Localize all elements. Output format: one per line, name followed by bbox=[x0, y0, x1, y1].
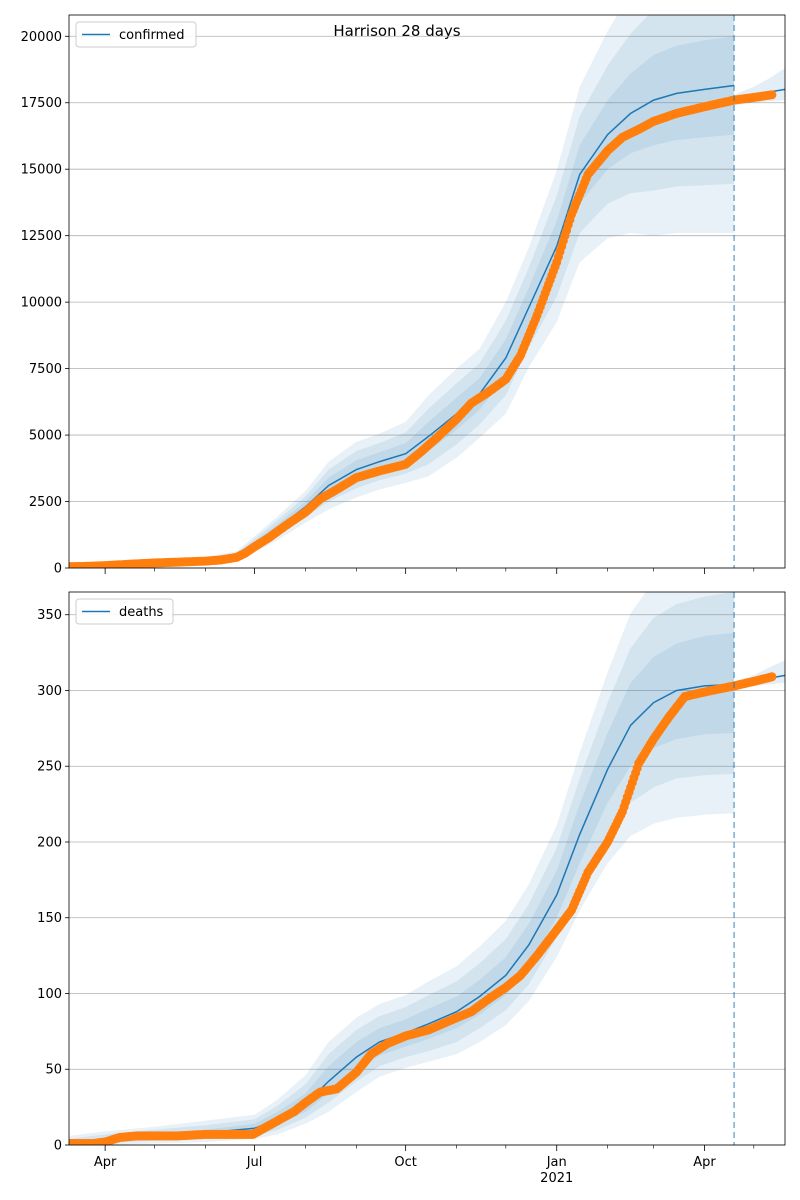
uncertainty-band-2 bbox=[69, 15, 735, 568]
y-tick-label: 200 bbox=[37, 835, 62, 850]
y-tick-label: 100 bbox=[37, 987, 62, 1002]
uncertainty-band-1 bbox=[69, 632, 735, 1145]
y-tick-label: 5000 bbox=[29, 429, 62, 444]
y-tick-label: 0 bbox=[54, 562, 62, 577]
y-tick-label: 300 bbox=[37, 684, 62, 699]
y-tick-label: 20000 bbox=[21, 30, 62, 45]
confirmed-uncertainty-bands bbox=[69, 15, 785, 568]
y-tick-label: 12500 bbox=[21, 229, 62, 244]
axes-frame bbox=[68, 591, 786, 1146]
legend-label: deaths bbox=[119, 605, 164, 620]
uncertainty-band-3 bbox=[69, 15, 735, 568]
confirmed-observed-points bbox=[69, 90, 777, 568]
confirmed-panel: 0 2500 5000 7500 10000 12500 15000 17500 20000 c… bbox=[21, 14, 786, 577]
uncertainty-band-3 bbox=[69, 592, 735, 1145]
figure-title: Harrison 28 days bbox=[333, 22, 460, 40]
model-line bbox=[69, 683, 735, 1145]
y-tick-label: 7500 bbox=[29, 362, 62, 377]
x-tick-label: Oct bbox=[394, 1155, 416, 1170]
y-tick-label: 17500 bbox=[21, 96, 62, 111]
x-tick-sublabel: 2021 bbox=[540, 1171, 573, 1186]
legend-box bbox=[75, 21, 197, 48]
legend-box bbox=[75, 598, 174, 625]
confirmed-axes: 0 2500 5000 7500 10000 12500 15000 17500 20000 bbox=[21, 14, 786, 577]
y-tick-label: 250 bbox=[37, 760, 62, 775]
x-tick-label: Jan bbox=[546, 1155, 567, 1170]
y-tick-label: 15000 bbox=[21, 163, 62, 178]
deaths-observed-points bbox=[69, 672, 777, 1145]
y-tick-label: 2500 bbox=[29, 495, 62, 510]
x-tick-label: Jul bbox=[246, 1155, 263, 1170]
observed-point bbox=[767, 672, 777, 682]
deaths-uncertainty-bands bbox=[69, 592, 785, 1145]
axes-frame bbox=[68, 14, 786, 569]
confirmed-grid bbox=[69, 35, 785, 569]
observed-point bbox=[767, 90, 777, 100]
y-tick-label: 0 bbox=[54, 1139, 62, 1154]
x-tick-label: Apr bbox=[94, 1155, 117, 1170]
x-tick-label: Apr bbox=[693, 1155, 716, 1170]
y-tick-label: 150 bbox=[37, 911, 62, 926]
deaths-legend: deaths bbox=[75, 598, 174, 625]
legend-label: confirmed bbox=[119, 28, 185, 43]
y-tick-label: 10000 bbox=[21, 296, 62, 311]
y-tick-label: 350 bbox=[37, 608, 62, 623]
confirmed-legend: confirmed bbox=[75, 21, 197, 48]
y-tick-label: 50 bbox=[45, 1063, 62, 1078]
